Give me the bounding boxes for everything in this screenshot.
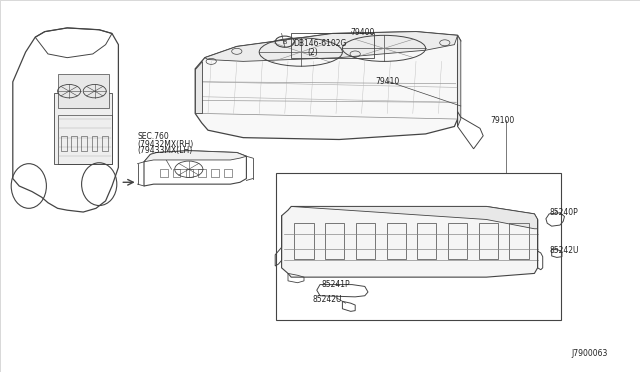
Bar xyxy=(92,136,97,151)
Bar xyxy=(325,223,344,259)
Bar xyxy=(276,173,561,320)
Bar xyxy=(186,169,193,177)
Bar xyxy=(81,136,87,151)
Bar xyxy=(61,136,67,151)
Bar xyxy=(102,136,108,151)
Text: 79400: 79400 xyxy=(351,28,375,36)
Bar xyxy=(448,223,467,259)
Bar xyxy=(479,223,498,259)
Bar xyxy=(211,169,219,177)
Text: J7900063: J7900063 xyxy=(572,349,608,358)
Bar xyxy=(294,223,314,259)
Text: 85242U: 85242U xyxy=(313,295,342,304)
Bar xyxy=(291,33,374,58)
Text: 85240P: 85240P xyxy=(549,208,578,217)
Text: 85241P: 85241P xyxy=(321,280,350,289)
Bar xyxy=(160,169,168,177)
Text: 79410: 79410 xyxy=(376,77,400,86)
Polygon shape xyxy=(205,32,458,61)
Text: (79432MX(RH): (79432MX(RH) xyxy=(138,140,194,148)
Text: 79100: 79100 xyxy=(490,116,515,125)
Polygon shape xyxy=(144,151,246,162)
Polygon shape xyxy=(195,61,202,113)
Polygon shape xyxy=(282,206,538,277)
Text: DB146-6102G: DB146-6102G xyxy=(293,39,346,48)
Bar xyxy=(509,223,529,259)
Bar xyxy=(71,136,77,151)
Polygon shape xyxy=(291,206,538,229)
Bar xyxy=(417,223,436,259)
Bar xyxy=(387,223,406,259)
Polygon shape xyxy=(458,35,461,126)
Bar xyxy=(224,169,232,177)
Polygon shape xyxy=(54,93,112,164)
Bar xyxy=(356,223,375,259)
Bar xyxy=(173,169,180,177)
Bar xyxy=(198,169,206,177)
Polygon shape xyxy=(195,32,461,140)
Text: (79433MX(LH): (79433MX(LH) xyxy=(138,146,193,155)
Text: 85242U: 85242U xyxy=(549,246,579,254)
Text: B: B xyxy=(283,40,287,45)
Text: (2): (2) xyxy=(307,48,318,57)
Polygon shape xyxy=(58,74,109,108)
Text: SEC.760: SEC.760 xyxy=(138,132,170,141)
